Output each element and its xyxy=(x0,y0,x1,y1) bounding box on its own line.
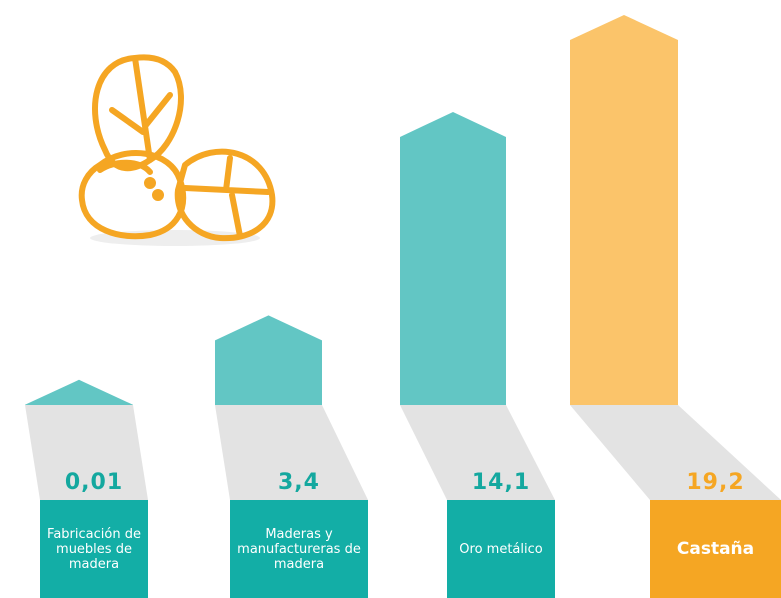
bar xyxy=(25,379,133,405)
category-label: Maderas y manufactureras de madera xyxy=(230,500,368,598)
value-label: 3,4 xyxy=(278,470,320,495)
category-label: Fabricación de muebles de madera xyxy=(40,500,148,598)
value-label: 0,01 xyxy=(64,470,124,495)
bar xyxy=(215,315,322,405)
nut-icon xyxy=(78,54,276,246)
category-label: Castaña xyxy=(650,500,781,598)
category-label: Oro metálico xyxy=(447,500,555,598)
value-label: 19,2 xyxy=(686,470,745,495)
connector xyxy=(25,405,148,500)
value-label: 14,1 xyxy=(471,470,531,495)
bar xyxy=(570,15,678,405)
bar xyxy=(400,111,506,405)
connector xyxy=(400,405,555,500)
connector xyxy=(215,405,368,500)
connector xyxy=(570,405,781,500)
